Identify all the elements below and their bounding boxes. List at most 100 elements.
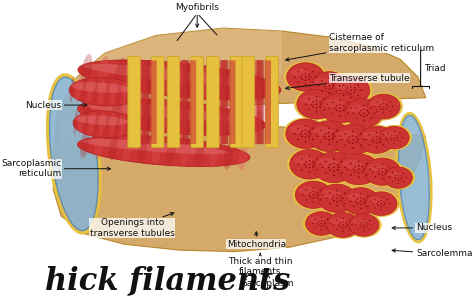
Ellipse shape [383, 99, 384, 101]
Ellipse shape [329, 169, 331, 170]
Ellipse shape [328, 144, 330, 145]
Ellipse shape [383, 205, 385, 206]
Ellipse shape [360, 197, 362, 199]
Ellipse shape [339, 107, 341, 109]
Ellipse shape [360, 204, 362, 205]
Ellipse shape [366, 110, 368, 111]
Ellipse shape [190, 104, 201, 134]
Ellipse shape [356, 141, 357, 143]
Ellipse shape [341, 198, 343, 199]
FancyBboxPatch shape [167, 57, 180, 148]
Ellipse shape [266, 74, 278, 106]
Ellipse shape [312, 191, 314, 192]
Ellipse shape [287, 63, 325, 91]
Ellipse shape [371, 139, 373, 140]
Ellipse shape [100, 112, 104, 137]
Ellipse shape [336, 220, 337, 221]
Text: Myofibrils: Myofibrils [175, 3, 219, 27]
Ellipse shape [371, 224, 373, 226]
Ellipse shape [294, 76, 296, 78]
FancyBboxPatch shape [255, 60, 262, 144]
Ellipse shape [308, 131, 310, 132]
Ellipse shape [344, 145, 346, 146]
Ellipse shape [333, 224, 335, 226]
Ellipse shape [308, 194, 310, 195]
Ellipse shape [310, 133, 311, 135]
Ellipse shape [297, 128, 299, 129]
Ellipse shape [379, 126, 409, 149]
Ellipse shape [340, 139, 343, 141]
Ellipse shape [305, 130, 307, 131]
Ellipse shape [333, 135, 335, 137]
Ellipse shape [301, 131, 303, 132]
Ellipse shape [354, 171, 356, 173]
Ellipse shape [365, 201, 366, 202]
Ellipse shape [390, 137, 391, 138]
Ellipse shape [327, 227, 328, 229]
Ellipse shape [298, 163, 300, 165]
Ellipse shape [363, 139, 365, 141]
Ellipse shape [383, 134, 384, 135]
Ellipse shape [315, 76, 317, 78]
Ellipse shape [99, 78, 104, 105]
Ellipse shape [353, 196, 355, 197]
Ellipse shape [314, 218, 316, 220]
Ellipse shape [325, 172, 327, 174]
Ellipse shape [367, 206, 369, 207]
Ellipse shape [316, 192, 318, 193]
Ellipse shape [320, 226, 322, 227]
Ellipse shape [323, 109, 325, 110]
Ellipse shape [299, 186, 317, 195]
Text: Sarcoplasm: Sarcoplasm [242, 275, 294, 288]
Ellipse shape [309, 121, 350, 152]
Ellipse shape [301, 158, 303, 160]
Ellipse shape [93, 78, 98, 104]
Ellipse shape [354, 166, 356, 168]
Ellipse shape [379, 137, 381, 138]
Ellipse shape [336, 205, 338, 206]
Ellipse shape [333, 170, 335, 172]
Ellipse shape [348, 229, 350, 230]
Ellipse shape [387, 199, 388, 200]
Ellipse shape [309, 156, 310, 157]
Ellipse shape [379, 141, 381, 143]
Ellipse shape [305, 166, 307, 168]
Ellipse shape [374, 207, 376, 209]
Ellipse shape [360, 110, 362, 111]
Ellipse shape [363, 224, 365, 226]
Ellipse shape [382, 174, 383, 176]
Ellipse shape [174, 102, 185, 133]
Ellipse shape [332, 113, 334, 114]
Ellipse shape [327, 218, 328, 220]
Ellipse shape [330, 218, 346, 225]
Ellipse shape [375, 132, 377, 133]
Text: hick filaments: hick filaments [46, 265, 291, 296]
Ellipse shape [396, 135, 398, 136]
Ellipse shape [342, 227, 344, 229]
Ellipse shape [321, 90, 323, 92]
Ellipse shape [343, 105, 345, 106]
Ellipse shape [314, 227, 316, 229]
Ellipse shape [84, 110, 88, 136]
Ellipse shape [399, 141, 401, 142]
Ellipse shape [98, 56, 109, 88]
Ellipse shape [310, 192, 311, 193]
Ellipse shape [358, 177, 360, 178]
Ellipse shape [356, 136, 357, 138]
Ellipse shape [111, 79, 116, 106]
Ellipse shape [77, 135, 250, 167]
Ellipse shape [345, 99, 383, 127]
Ellipse shape [339, 99, 341, 101]
Ellipse shape [353, 112, 355, 114]
Ellipse shape [339, 226, 341, 228]
Ellipse shape [356, 201, 357, 202]
Ellipse shape [389, 166, 391, 167]
Ellipse shape [317, 194, 319, 195]
Text: Thick and thin
filaments: Thick and thin filaments [228, 253, 292, 276]
Ellipse shape [337, 164, 338, 165]
Ellipse shape [312, 194, 314, 195]
Ellipse shape [338, 154, 379, 185]
Ellipse shape [297, 71, 299, 73]
Ellipse shape [319, 163, 321, 165]
Ellipse shape [316, 107, 318, 108]
